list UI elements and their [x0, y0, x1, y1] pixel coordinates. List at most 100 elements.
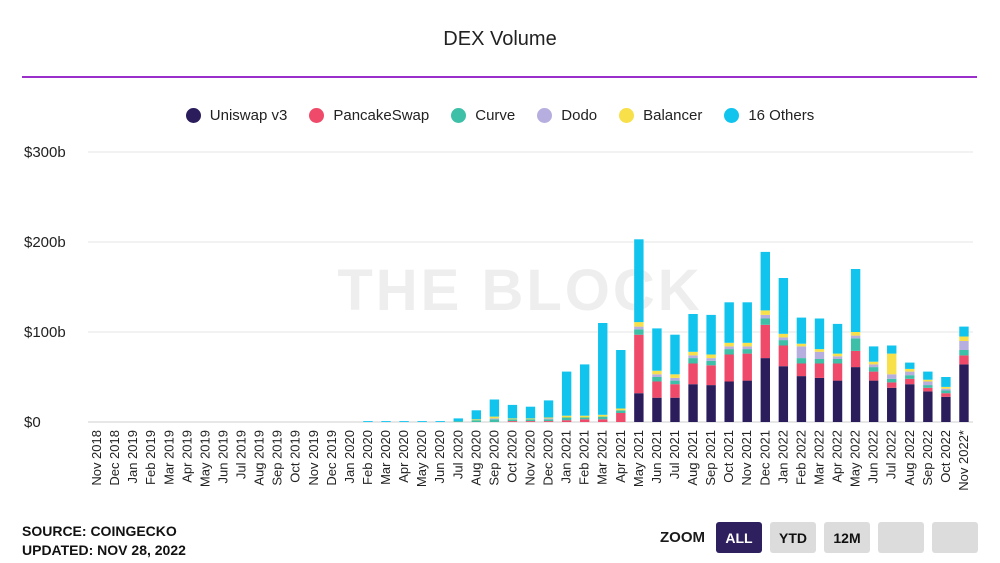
bar-segment[interactable]: [688, 358, 698, 364]
bar-segment[interactable]: [905, 378, 915, 385]
bar-segment[interactable]: [959, 364, 969, 422]
bar-segment[interactable]: [489, 399, 500, 417]
bar-segment[interactable]: [941, 377, 951, 387]
bar-segment[interactable]: [616, 350, 626, 409]
legend-item-4[interactable]: Balancer: [619, 107, 702, 124]
bar-segment[interactable]: [525, 406, 536, 419]
bar-segment[interactable]: [832, 380, 843, 422]
bar-segment[interactable]: [399, 421, 409, 422]
bar-segment[interactable]: [778, 340, 789, 346]
zoom-ytd-button[interactable]: YTD: [770, 522, 816, 553]
bar-segment[interactable]: [778, 337, 789, 341]
bar-segment[interactable]: [688, 314, 698, 352]
bar-segment[interactable]: [832, 323, 843, 354]
bar-segment[interactable]: [543, 400, 554, 418]
bar-segment[interactable]: [724, 354, 734, 382]
bar-segment[interactable]: [923, 387, 933, 392]
bar-segment[interactable]: [868, 361, 879, 365]
zoom-12m-button[interactable]: 12M: [824, 522, 870, 553]
bar-segment[interactable]: [887, 353, 897, 375]
bar-segment[interactable]: [868, 367, 879, 372]
bar-segment[interactable]: [941, 390, 951, 394]
bar-segment[interactable]: [489, 418, 500, 420]
bar-segment[interactable]: [616, 413, 626, 422]
bar-segment[interactable]: [507, 421, 518, 422]
bar-segment[interactable]: [923, 371, 933, 380]
bar-segment[interactable]: [616, 410, 626, 413]
bar-segment[interactable]: [887, 378, 897, 383]
bar-segment[interactable]: [634, 393, 644, 422]
bar-segment[interactable]: [959, 336, 969, 342]
bar-segment[interactable]: [670, 380, 680, 385]
bar-segment[interactable]: [850, 338, 861, 351]
bar-segment[interactable]: [724, 342, 734, 347]
bar-segment[interactable]: [652, 397, 662, 422]
bar-segment[interactable]: [598, 414, 608, 417]
bar-segment[interactable]: [887, 387, 897, 422]
bar-segment[interactable]: [598, 323, 608, 415]
bar-segment[interactable]: [688, 355, 698, 359]
bar-segment[interactable]: [868, 346, 879, 362]
bar-segment[interactable]: [507, 419, 518, 422]
bar-segment[interactable]: [670, 374, 680, 378]
bar-segment[interactable]: [850, 332, 861, 336]
bar-segment[interactable]: [706, 358, 716, 361]
bar-segment[interactable]: [760, 314, 770, 319]
bar-segment[interactable]: [670, 334, 680, 375]
bar-segment[interactable]: [724, 381, 734, 423]
bar-segment[interactable]: [760, 251, 770, 311]
bar-segment[interactable]: [561, 417, 572, 421]
bar-segment[interactable]: [796, 376, 807, 422]
bar-segment[interactable]: [796, 363, 807, 377]
bar-segment[interactable]: [507, 404, 518, 419]
bar-segment[interactable]: [959, 355, 969, 365]
bar-segment[interactable]: [706, 354, 716, 359]
bar-segment[interactable]: [887, 382, 897, 388]
bar-segment[interactable]: [363, 421, 373, 422]
zoom-blank-button-1[interactable]: [878, 522, 924, 553]
bar-segment[interactable]: [525, 418, 536, 420]
bar-segment[interactable]: [417, 421, 427, 422]
bar-segment[interactable]: [778, 345, 789, 367]
bar-segment[interactable]: [760, 310, 770, 315]
bar-segment[interactable]: [471, 419, 482, 421]
bar-segment[interactable]: [850, 269, 861, 332]
bar-segment[interactable]: [706, 360, 716, 366]
bar-segment[interactable]: [905, 362, 915, 369]
bar-segment[interactable]: [796, 317, 807, 344]
bar-segment[interactable]: [814, 359, 825, 364]
bar-segment[interactable]: [670, 377, 680, 381]
bar-segment[interactable]: [652, 328, 662, 371]
bar-segment[interactable]: [941, 393, 951, 397]
bar-segment[interactable]: [634, 239, 644, 323]
legend-item-2[interactable]: Curve: [451, 107, 515, 124]
bar-segment[interactable]: [688, 351, 698, 356]
bar-segment[interactable]: [941, 388, 951, 391]
bar-segment[interactable]: [887, 345, 897, 354]
bar-segment[interactable]: [471, 420, 482, 422]
bar-segment[interactable]: [489, 419, 500, 422]
bar-segment[interactable]: [724, 346, 734, 350]
bar-segment[interactable]: [814, 363, 825, 378]
bar-segment[interactable]: [471, 410, 482, 420]
bar-segment[interactable]: [959, 326, 969, 337]
bar-segment[interactable]: [688, 363, 698, 385]
bar-segment[interactable]: [634, 326, 644, 330]
bar-segment[interactable]: [959, 341, 969, 350]
bar-segment[interactable]: [561, 415, 572, 418]
bar-segment[interactable]: [435, 421, 445, 422]
bar-segment[interactable]: [670, 397, 680, 422]
bar-segment[interactable]: [814, 318, 825, 350]
bar-segment[interactable]: [905, 375, 915, 379]
bar-segment[interactable]: [923, 381, 933, 386]
bar-segment[interactable]: [598, 419, 608, 422]
bar-segment[interactable]: [923, 391, 933, 422]
bar-segment[interactable]: [923, 379, 933, 382]
bar-segment[interactable]: [724, 302, 734, 343]
bar-segment[interactable]: [905, 384, 915, 422]
bar-segment[interactable]: [850, 350, 861, 368]
bar-segment[interactable]: [742, 349, 752, 354]
bar-segment[interactable]: [850, 367, 861, 422]
bar-segment[interactable]: [561, 420, 572, 422]
bar-segment[interactable]: [814, 377, 825, 422]
